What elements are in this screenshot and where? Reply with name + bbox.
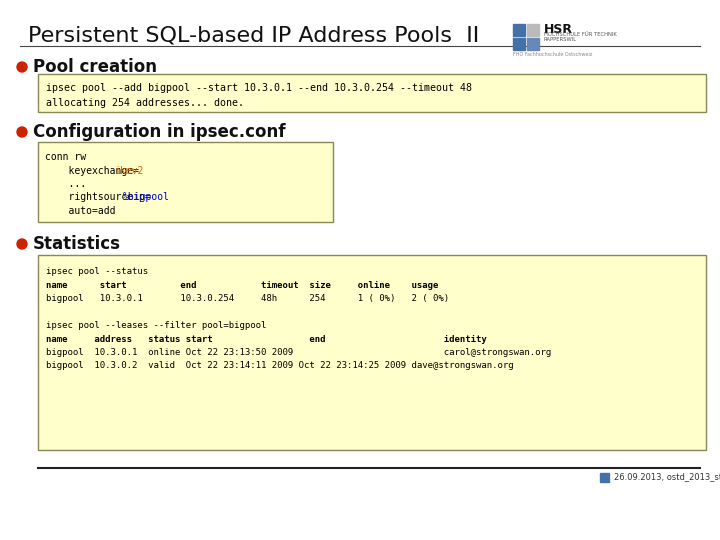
Text: bigpool   10.3.0.1       10.3.0.254     48h      254      1 ( 0%)   2 ( 0%): bigpool 10.3.0.1 10.3.0.254 48h 254 1 ( … xyxy=(46,294,449,303)
Text: 26.09.2013, ostd_2013_strongswan 18: 26.09.2013, ostd_2013_strongswan 18 xyxy=(614,472,720,482)
Text: Persistent SQL-based IP Address Pools  II: Persistent SQL-based IP Address Pools II xyxy=(28,25,480,45)
Text: name      start          end            timeout  size     online    usage: name start end timeout size online usage xyxy=(46,280,438,289)
Bar xyxy=(527,24,539,36)
Text: Pool creation: Pool creation xyxy=(33,58,157,76)
Text: rightsourceip=: rightsourceip= xyxy=(45,192,150,202)
Bar xyxy=(513,24,525,36)
Text: %bigpool: %bigpool xyxy=(123,192,171,202)
Text: conn rw: conn rw xyxy=(45,152,86,162)
Circle shape xyxy=(17,127,27,137)
Text: auto=add: auto=add xyxy=(45,206,115,216)
FancyBboxPatch shape xyxy=(38,74,706,112)
FancyBboxPatch shape xyxy=(38,142,333,222)
Text: RAPPERSWIL: RAPPERSWIL xyxy=(544,37,577,42)
Text: name     address   status start                  end                      identi: name address status start end identi xyxy=(46,334,487,343)
Bar xyxy=(527,38,539,50)
Text: HOCHSCHULE FÜR TECHNIK: HOCHSCHULE FÜR TECHNIK xyxy=(544,32,617,37)
Text: ...: ... xyxy=(45,179,86,189)
Bar xyxy=(600,473,609,482)
Text: ikev2: ikev2 xyxy=(114,165,144,176)
Text: ipsec pool --leases --filter pool=bigpool: ipsec pool --leases --filter pool=bigpoo… xyxy=(46,321,266,330)
Text: HSR: HSR xyxy=(544,23,573,36)
Text: keyexchange=: keyexchange= xyxy=(45,165,139,176)
Text: bigpool  10.3.0.2  valid  Oct 22 23:14:11 2009 Oct 22 23:14:25 2009 dave@strongs: bigpool 10.3.0.2 valid Oct 22 23:14:11 2… xyxy=(46,361,513,370)
Text: allocating 254 addresses... done.: allocating 254 addresses... done. xyxy=(46,98,244,108)
Text: Statistics: Statistics xyxy=(33,235,121,253)
Bar xyxy=(513,38,525,50)
Text: Configuration in ipsec.conf: Configuration in ipsec.conf xyxy=(33,123,286,141)
Text: ipsec pool --status: ipsec pool --status xyxy=(46,267,148,276)
FancyBboxPatch shape xyxy=(38,255,706,450)
Circle shape xyxy=(17,239,27,249)
Text: FHO Fachhochschule Ostschweiz: FHO Fachhochschule Ostschweiz xyxy=(513,52,593,57)
Circle shape xyxy=(17,62,27,72)
Text: ipsec pool --add bigpool --start 10.3.0.1 --end 10.3.0.254 --timeout 48: ipsec pool --add bigpool --start 10.3.0.… xyxy=(46,83,472,93)
Text: bigpool  10.3.0.1  online Oct 22 23:13:50 2009                            carol@: bigpool 10.3.0.1 online Oct 22 23:13:50 … xyxy=(46,348,552,357)
